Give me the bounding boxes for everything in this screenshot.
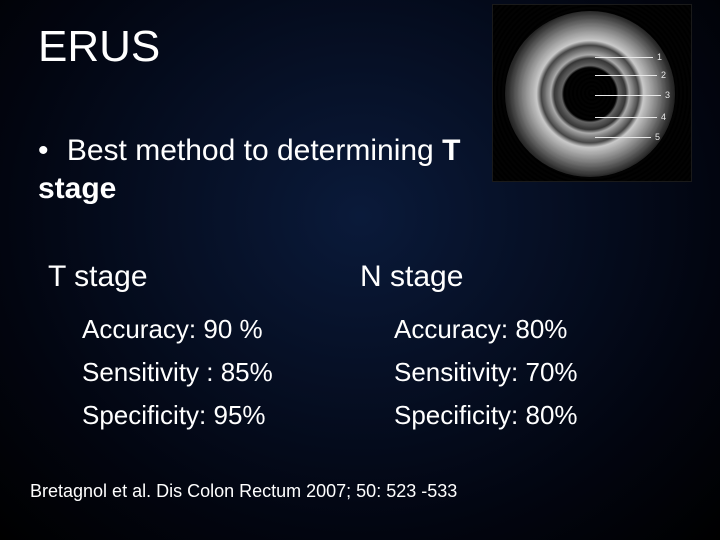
t-sensitivity: Sensitivity : 85% bbox=[82, 355, 360, 390]
slide-title: ERUS bbox=[38, 22, 160, 72]
bullet-dot-icon: • bbox=[38, 132, 49, 170]
t-stage-column: T stage Accuracy: 90 % Sensitivity : 85%… bbox=[48, 260, 360, 441]
image-marker-5: 5 bbox=[655, 132, 660, 142]
n-specificity: Specificity: 80% bbox=[394, 398, 672, 433]
image-marker-line bbox=[595, 57, 653, 58]
n-stage-column: N stage Accuracy: 80% Sensitivity: 70% S… bbox=[360, 260, 672, 441]
image-marker-line bbox=[595, 75, 657, 76]
metrics-columns: T stage Accuracy: 90 % Sensitivity : 85%… bbox=[48, 260, 672, 441]
image-marker-3: 3 bbox=[665, 90, 670, 100]
image-marker-2: 2 bbox=[661, 70, 666, 80]
image-marker-line bbox=[595, 95, 661, 96]
image-marker-line bbox=[595, 137, 651, 138]
image-marker-line bbox=[595, 117, 657, 118]
bullet-text-prefix: Best method to determining bbox=[67, 134, 442, 167]
ultrasound-noise bbox=[493, 5, 691, 181]
main-bullet: • Best method to determining T stage bbox=[38, 132, 500, 207]
n-accuracy: Accuracy: 80% bbox=[394, 312, 672, 347]
t-accuracy: Accuracy: 90 % bbox=[82, 312, 360, 347]
t-specificity: Specificity: 95% bbox=[82, 398, 360, 433]
n-stage-heading: N stage bbox=[360, 260, 672, 294]
image-marker-1: 1 bbox=[657, 52, 662, 62]
ultrasound-image: 1 2 3 4 5 bbox=[492, 4, 692, 182]
t-stage-heading: T stage bbox=[48, 260, 360, 294]
citation: Bretagnol et al. Dis Colon Rectum 2007; … bbox=[30, 481, 457, 502]
image-marker-4: 4 bbox=[661, 112, 666, 122]
slide: ERUS 1 2 3 4 5 • Best method to determin… bbox=[0, 0, 720, 540]
n-sensitivity: Sensitivity: 70% bbox=[394, 355, 672, 390]
